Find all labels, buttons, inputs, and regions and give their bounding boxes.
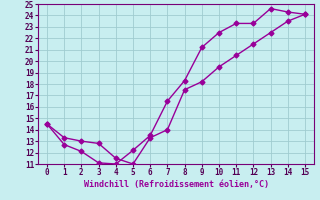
X-axis label: Windchill (Refroidissement éolien,°C): Windchill (Refroidissement éolien,°C) (84, 180, 268, 189)
